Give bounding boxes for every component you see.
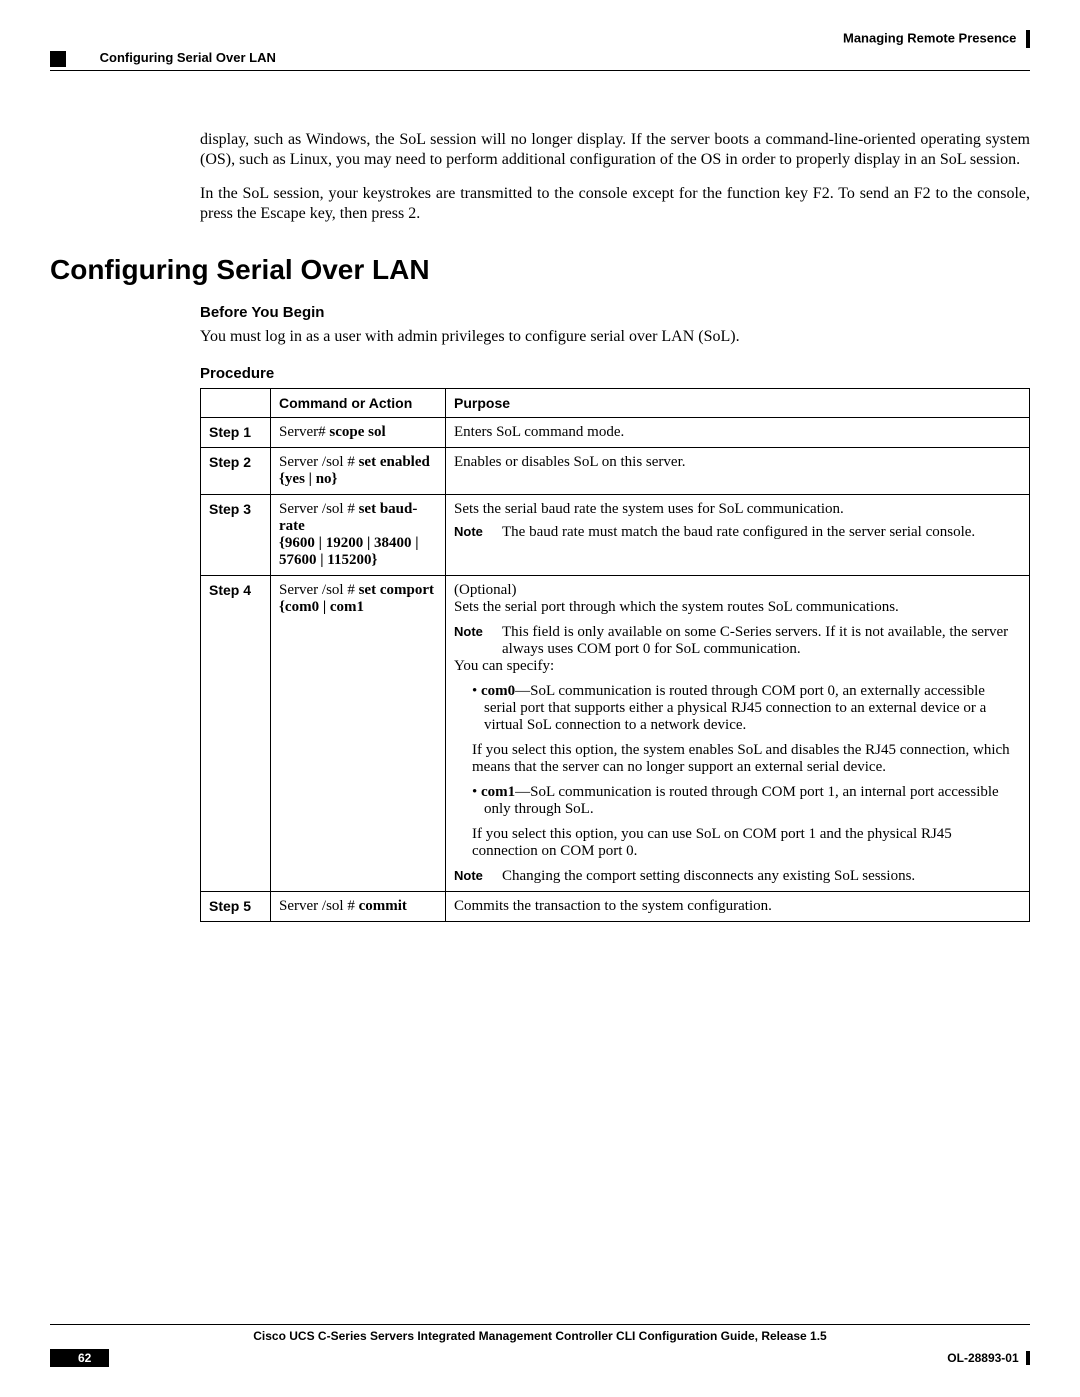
footer-rule	[50, 1324, 1030, 1325]
section-running-title: Configuring Serial Over LAN	[100, 50, 276, 65]
cmd-prefix: Server /sol #	[279, 454, 359, 470]
purpose-text: Sets the serial baud rate the system use…	[454, 501, 1021, 518]
opt-text: —SoL communication is routed through COM…	[484, 683, 986, 733]
table-row: Step 5 Server /sol # commit Commits the …	[201, 892, 1030, 922]
note-text: Changing the comport setting disconnects…	[502, 868, 1021, 885]
cmd-prefix: Server /sol #	[279, 501, 359, 517]
doc-id: OL-28893-01	[947, 1351, 1030, 1366]
note-text: The baud rate must match the baud rate c…	[502, 524, 1021, 541]
header-rule	[50, 70, 1030, 71]
step-label: Step 5	[201, 892, 271, 922]
intro-paragraph-2: In the SoL session, your keystrokes are …	[200, 184, 1030, 224]
opt-bold: com0	[481, 683, 515, 699]
com0-followup: If you select this option, the system en…	[454, 742, 1021, 776]
step-command: Server# scope sol	[271, 418, 446, 448]
purpose-p1: Sets the serial port through which the s…	[454, 599, 1021, 616]
step-label: Step 2	[201, 448, 271, 495]
step-command: Server /sol # set baud-rate {9600 | 1920…	[271, 495, 446, 576]
procedure-heading: Procedure	[200, 365, 1030, 382]
col-command: Command or Action	[271, 389, 446, 418]
note-label: Note	[454, 868, 502, 885]
before-you-begin-heading: Before You Begin	[200, 304, 1030, 321]
opt-text: —SoL communication is routed through COM…	[484, 784, 999, 817]
optional-label: (Optional)	[454, 582, 1021, 599]
step-purpose: Enters SoL command mode.	[446, 418, 1030, 448]
com1-followup: If you select this option, you can use S…	[454, 826, 1021, 860]
step-purpose: Sets the serial baud rate the system use…	[446, 495, 1030, 576]
page-content: display, such as Windows, the SoL sessio…	[50, 130, 1030, 922]
note-block: Note This field is only available on som…	[454, 624, 1021, 658]
cmd-prefix: Server /sol #	[279, 582, 359, 598]
note-label: Note	[454, 524, 502, 541]
step-purpose: (Optional) Sets the serial port through …	[446, 576, 1030, 892]
opt-bold: com1	[481, 784, 515, 800]
cmd-bold: scope sol	[329, 424, 385, 440]
footer-doc-title: Cisco UCS C-Series Servers Integrated Ma…	[50, 1329, 1030, 1343]
specify-text: You can specify:	[454, 658, 1021, 675]
cmd-arg: {yes | no}	[279, 471, 337, 487]
table-header-row: Command or Action Purpose	[201, 389, 1030, 418]
list-item: com0—SoL communication is routed through…	[472, 683, 1021, 734]
page-header: Managing Remote Presence Configuring Ser…	[50, 30, 1030, 58]
doc-id-text: OL-28893-01	[947, 1351, 1018, 1365]
section-heading: Configuring Serial Over LAN	[50, 254, 1030, 286]
cmd-bold: commit	[359, 898, 407, 914]
note-block: Note Changing the comport setting discon…	[454, 868, 1021, 885]
page-number-badge: 62	[50, 1349, 109, 1367]
table-row: Step 3 Server /sol # set baud-rate {9600…	[201, 495, 1030, 576]
cmd-arg: {com0 | com1	[279, 599, 364, 615]
list-item: com1—SoL communication is routed through…	[472, 784, 1021, 818]
cmd-prefix: Server#	[279, 424, 329, 440]
header-square-icon	[50, 51, 66, 67]
table-row: Step 4 Server /sol # set comport {com0 |…	[201, 576, 1030, 892]
step-label: Step 3	[201, 495, 271, 576]
chapter-title: Managing Remote Presence	[843, 30, 1016, 45]
header-marker-icon	[1026, 30, 1030, 48]
option-list: com1—SoL communication is routed through…	[454, 784, 1021, 818]
step-purpose: Commits the transaction to the system co…	[446, 892, 1030, 922]
footer-marker-icon	[1026, 1351, 1030, 1365]
col-purpose: Purpose	[446, 389, 1030, 418]
col-step	[201, 389, 271, 418]
step-command: Server /sol # set enabled {yes | no}	[271, 448, 446, 495]
table-row: Step 1 Server# scope sol Enters SoL comm…	[201, 418, 1030, 448]
note-text: This field is only available on some C-S…	[502, 624, 1021, 658]
cmd-arg: {9600 | 19200 | 38400 | 57600 | 115200}	[279, 535, 419, 568]
header-chapter: Managing Remote Presence	[843, 30, 1030, 48]
step-command: Server /sol # set comport {com0 | com1	[271, 576, 446, 892]
footer-row: 62 OL-28893-01	[50, 1349, 1030, 1367]
header-section: Configuring Serial Over LAN	[50, 50, 276, 67]
table-row: Step 2 Server /sol # set enabled {yes | …	[201, 448, 1030, 495]
cmd-prefix: Server /sol #	[279, 898, 359, 914]
step-purpose: Enables or disables SoL on this server.	[446, 448, 1030, 495]
before-you-begin-text: You must log in as a user with admin pri…	[200, 327, 1030, 347]
note-block: Note The baud rate must match the baud r…	[454, 524, 1021, 541]
step-label: Step 1	[201, 418, 271, 448]
intro-paragraph-1: display, such as Windows, the SoL sessio…	[200, 130, 1030, 170]
procedure-table: Command or Action Purpose Step 1 Server#…	[200, 388, 1030, 922]
cmd-bold: set comport	[359, 582, 434, 598]
cmd-bold: set enabled	[359, 454, 430, 470]
step-label: Step 4	[201, 576, 271, 892]
page-footer: Cisco UCS C-Series Servers Integrated Ma…	[50, 1324, 1030, 1367]
option-list: com0—SoL communication is routed through…	[454, 683, 1021, 734]
note-label: Note	[454, 624, 502, 658]
step-command: Server /sol # commit	[271, 892, 446, 922]
